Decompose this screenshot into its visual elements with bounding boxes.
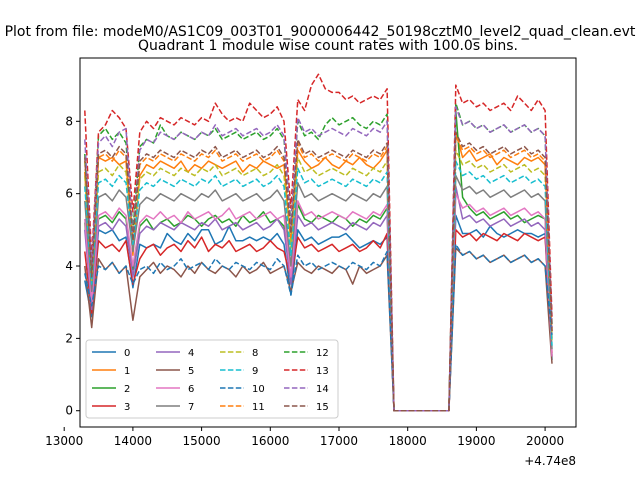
legend-label-14: 14 <box>316 384 329 395</box>
legend-label-9: 9 <box>252 366 258 377</box>
x-tick-label: 20000 <box>526 434 564 448</box>
legend-label-6: 6 <box>188 384 194 395</box>
plot-area <box>84 73 553 412</box>
x-tick-label: 16000 <box>251 434 289 448</box>
legend-label-4: 4 <box>188 348 194 359</box>
figure-suptitle: Plot from file: modeM0/AS1C09_003T01_900… <box>5 24 636 40</box>
series-line-2 <box>84 109 553 412</box>
legend-label-2: 2 <box>124 384 130 395</box>
legend-label-11: 11 <box>252 402 265 413</box>
series-line-7 <box>84 174 553 412</box>
series-line-14 <box>84 106 553 412</box>
legend-label-13: 13 <box>316 366 329 377</box>
series-line-4 <box>84 185 553 412</box>
y-tick-label: 0 <box>65 404 73 418</box>
series-line-10 <box>84 243 553 412</box>
series-line-0 <box>84 214 553 412</box>
x-tick-label: 13000 <box>45 434 83 448</box>
y-tick-label: 4 <box>65 259 73 273</box>
legend-label-12: 12 <box>316 348 329 359</box>
legend-label-15: 15 <box>316 402 329 413</box>
legend-label-0: 0 <box>124 348 130 359</box>
chart-title: Quadrant 1 module wise count rates with … <box>138 38 518 54</box>
x-tick-label: 17000 <box>320 434 358 448</box>
series-line-8 <box>84 149 553 412</box>
x-offset-label: +4.74e8 <box>524 454 576 468</box>
y-tick-label: 6 <box>65 187 73 201</box>
series-line-9 <box>84 160 553 412</box>
x-tick-label: 14000 <box>114 434 152 448</box>
x-axis: 13000 14000 15000 16000 17000 18000 19000 20000 <box>45 427 564 448</box>
legend-label-10: 10 <box>252 384 265 395</box>
legend-label-1: 1 <box>124 366 130 377</box>
y-axis: 0 2 4 6 8 <box>65 114 80 418</box>
x-tick-label: 19000 <box>457 434 495 448</box>
series-line-1 <box>84 131 553 412</box>
x-tick-label: 18000 <box>389 434 427 448</box>
legend-label-7: 7 <box>188 402 194 413</box>
y-tick-label: 2 <box>65 331 73 345</box>
legend-label-3: 3 <box>124 402 130 413</box>
series-line-15 <box>84 131 553 412</box>
series-line-13 <box>84 73 553 412</box>
y-tick-label: 8 <box>65 114 73 128</box>
axes-frame <box>79 57 577 428</box>
legend-label-8: 8 <box>252 348 258 359</box>
x-tick-label: 15000 <box>183 434 221 448</box>
series-line-6 <box>84 192 553 412</box>
legend-box <box>85 339 339 419</box>
legend-label-5: 5 <box>188 366 194 377</box>
series-line-3 <box>84 229 553 412</box>
series-line-11 <box>84 135 553 412</box>
